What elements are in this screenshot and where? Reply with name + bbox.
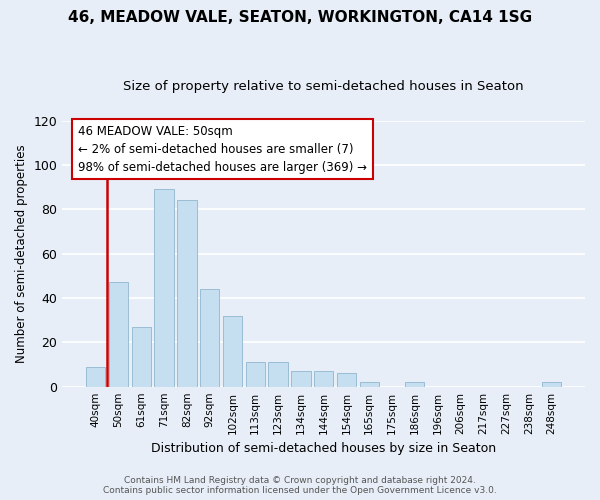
Bar [109, 282, 128, 387]
Bar [154, 190, 174, 386]
Bar [291, 371, 311, 386]
Bar [177, 200, 197, 386]
Bar [86, 366, 106, 386]
Bar [314, 371, 334, 386]
Bar [542, 382, 561, 386]
Text: Contains HM Land Registry data © Crown copyright and database right 2024.
Contai: Contains HM Land Registry data © Crown c… [103, 476, 497, 495]
Bar [200, 289, 220, 386]
Bar [268, 362, 288, 386]
Bar [223, 316, 242, 386]
Bar [337, 374, 356, 386]
Bar [245, 362, 265, 386]
Bar [359, 382, 379, 386]
X-axis label: Distribution of semi-detached houses by size in Seaton: Distribution of semi-detached houses by … [151, 442, 496, 455]
Bar [131, 327, 151, 386]
Title: Size of property relative to semi-detached houses in Seaton: Size of property relative to semi-detach… [124, 80, 524, 93]
Text: 46 MEADOW VALE: 50sqm
← 2% of semi-detached houses are smaller (7)
98% of semi-d: 46 MEADOW VALE: 50sqm ← 2% of semi-detac… [78, 124, 367, 174]
Bar [405, 382, 424, 386]
Y-axis label: Number of semi-detached properties: Number of semi-detached properties [15, 144, 28, 363]
Text: 46, MEADOW VALE, SEATON, WORKINGTON, CA14 1SG: 46, MEADOW VALE, SEATON, WORKINGTON, CA1… [68, 10, 532, 25]
